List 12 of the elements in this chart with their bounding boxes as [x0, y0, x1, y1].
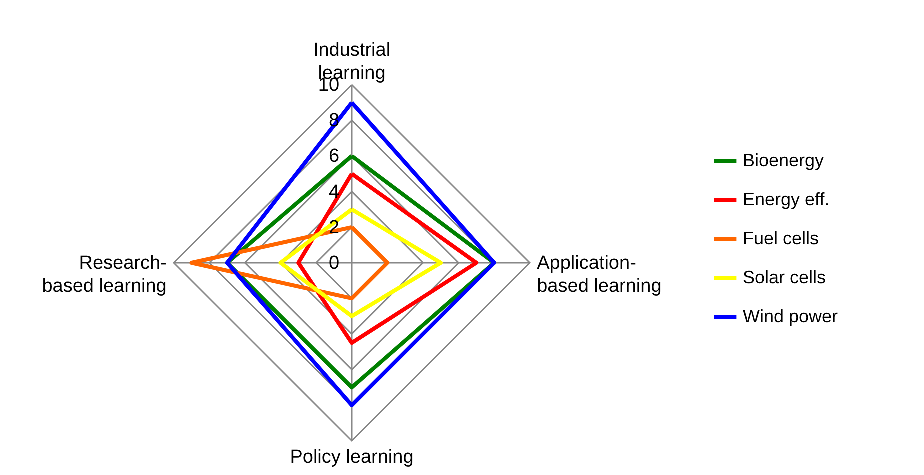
spoke-label: Research-based learning: [42, 253, 167, 297]
legend-label: Fuel cells: [743, 228, 820, 248]
y-tick-label: 4: [328, 182, 340, 203]
y-tick-label: 6: [328, 146, 340, 168]
spoke-label: Application-based learning: [537, 253, 662, 297]
y-tick-label: 2: [328, 217, 340, 238]
y-tick-label: 0: [328, 253, 340, 274]
legend-label: Energy eff.: [743, 190, 830, 210]
spoke-label: Policy learning: [290, 447, 414, 468]
legend-label: Solar cells: [743, 268, 826, 288]
legend-label: Bioenergy: [743, 150, 824, 170]
legend-label: Wind power: [743, 306, 838, 326]
